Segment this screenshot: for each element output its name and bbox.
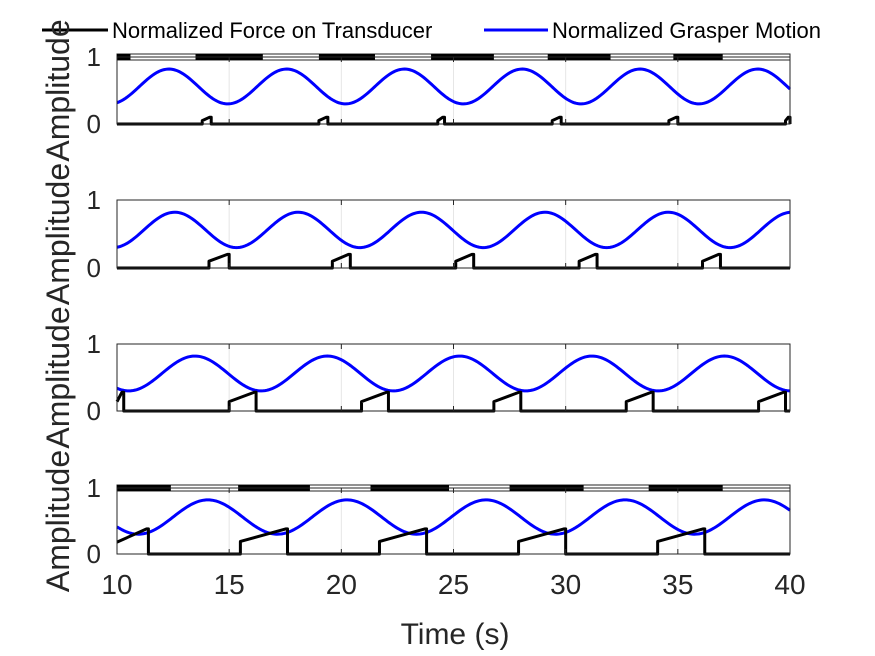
x-tick-label: 30: [550, 569, 581, 600]
y-tick-label: 0: [87, 539, 101, 569]
x-tick-label: 10: [101, 569, 132, 600]
x-tick-label: 15: [214, 569, 245, 600]
grasper-motion-line: [116, 210, 791, 250]
subplot-stack: 0 1 Amplitude 0 1 Amplitude 0 1 Amplitude 0 1 Ampli…: [40, 19, 806, 600]
subplot-1: 0 1 Amplitude: [40, 19, 792, 162]
grasper-motion-line: [116, 67, 792, 106]
y-tick-label: 0: [87, 109, 101, 139]
force-line: [115, 390, 790, 413]
y-tick-label: 1: [87, 329, 101, 359]
legend-force-label: Normalized Force on Transducer: [112, 18, 432, 43]
y-tick-label: 1: [87, 42, 101, 72]
y-tick-label: 1: [87, 473, 101, 503]
x-tick-label: 40: [774, 569, 805, 600]
x-tick-label: 35: [662, 569, 693, 600]
y-axis-label: Amplitude: [40, 19, 76, 161]
x-tick-label: 25: [438, 569, 469, 600]
force-line: [117, 252, 790, 270]
x-tick-label: 20: [326, 569, 357, 600]
x-axis-label: Time (s): [401, 618, 510, 651]
y-tick-label: 0: [87, 253, 101, 283]
grasper-motion-line: [116, 498, 791, 536]
y-tick-label: 0: [87, 396, 101, 426]
y-axis-label: Amplitude: [40, 163, 76, 305]
legend-motion-label: Normalized Grasper Motion: [552, 18, 821, 43]
y-axis-label: Amplitude: [40, 450, 76, 592]
subplot-4: 0 1 Amplitude 10 15 20 25 30 35 40: [40, 450, 806, 600]
subplot-2: 0 1 Amplitude: [40, 163, 791, 305]
grasper-motion-line: [116, 354, 791, 393]
y-tick-label: 1: [87, 185, 101, 215]
subplot-3: 0 1 Amplitude: [40, 306, 791, 449]
legend: Normalized Force on Transducer Normalize…: [42, 18, 821, 43]
y-axis-label: Amplitude: [40, 306, 76, 448]
